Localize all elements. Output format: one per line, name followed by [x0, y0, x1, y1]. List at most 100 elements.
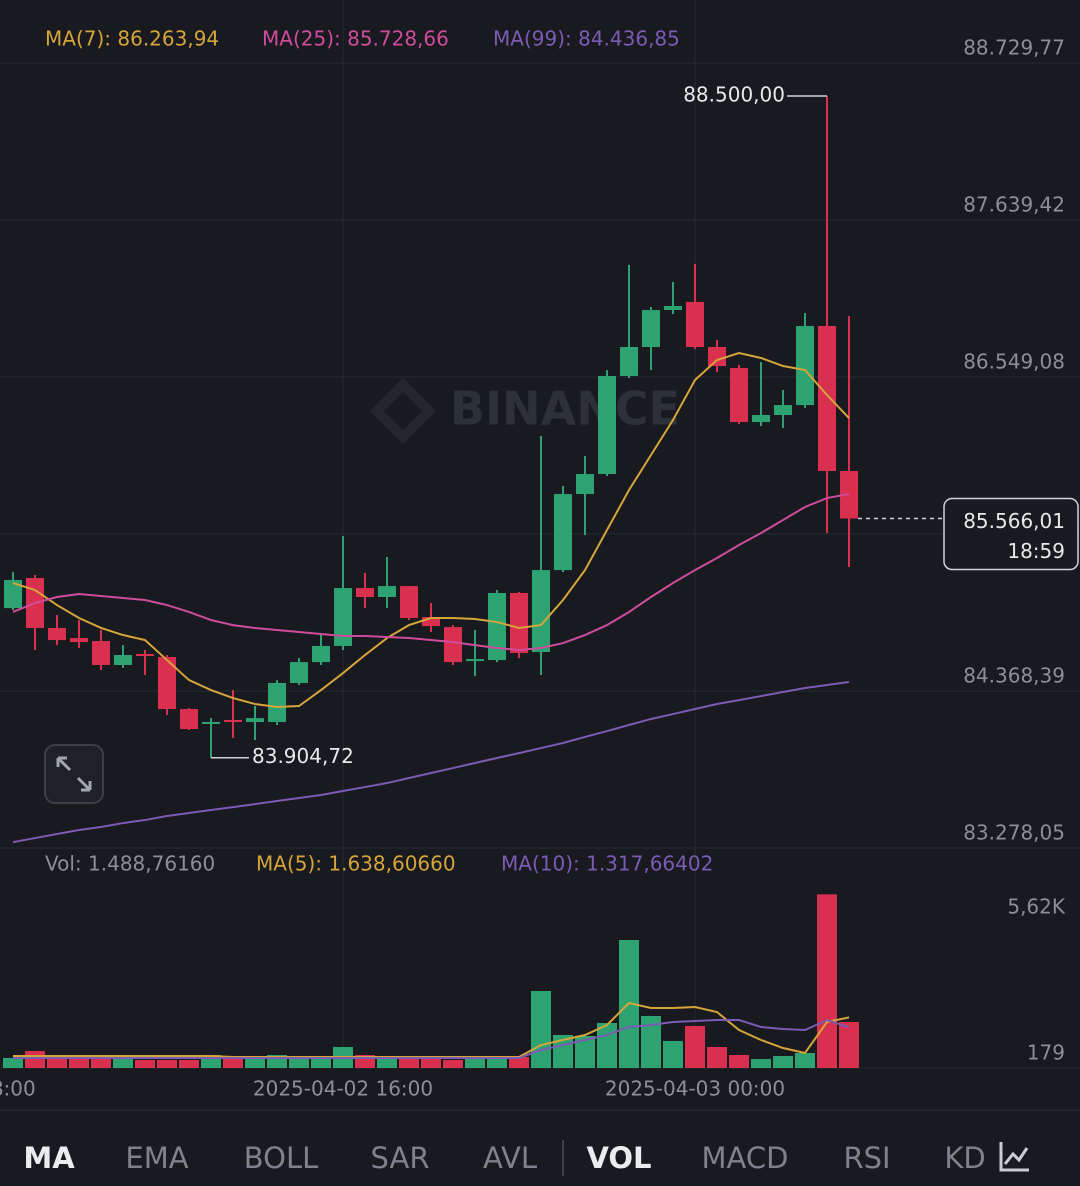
indicator-tab[interactable]: SAR	[371, 1141, 430, 1175]
volume-bar	[707, 1046, 727, 1068]
y-tick-label: 83.278,05	[963, 820, 1065, 844]
candle-body	[4, 580, 22, 609]
volume-bar	[465, 1056, 485, 1068]
candle-body	[466, 659, 484, 662]
legend-entry: MA(5): 1.638,60660	[256, 852, 456, 876]
volume-bar	[399, 1056, 419, 1068]
volume-bar	[3, 1057, 23, 1068]
volume-bar	[47, 1057, 67, 1068]
indicator-tab[interactable]: VOL	[586, 1141, 651, 1175]
candle-body	[818, 326, 836, 472]
x-tick-label: 2025-04-02 16:00	[253, 1077, 433, 1101]
y-tick-label: 88.729,77	[963, 35, 1065, 59]
volume-bar	[157, 1059, 177, 1068]
chart-settings-icon[interactable]	[999, 1142, 1029, 1172]
candle-body	[224, 719, 242, 722]
volume-bar	[795, 1053, 815, 1068]
candle-body	[774, 405, 792, 415]
candle-body	[510, 592, 528, 654]
watermark: BINANCE	[450, 382, 680, 436]
legend-entry: MA(7): 86.263,94	[45, 27, 219, 51]
candle-body	[554, 494, 572, 571]
candle-body	[378, 586, 396, 598]
volume-bar	[685, 1026, 705, 1068]
indicator-tab[interactable]: KD	[944, 1141, 985, 1175]
candle-body	[422, 617, 440, 627]
volume-bar	[641, 1015, 661, 1068]
candle-body	[730, 368, 748, 423]
volume-bar	[91, 1057, 111, 1068]
volume-bar	[443, 1059, 463, 1068]
candle-body	[202, 721, 220, 725]
volume-bar	[377, 1056, 397, 1068]
volume-bar	[179, 1059, 199, 1068]
y-tick-label: 87.639,42	[963, 192, 1065, 216]
volume-bar	[817, 894, 837, 1068]
volume-bar	[773, 1056, 793, 1068]
candle-body	[664, 305, 682, 311]
annotation: 88.500,00	[683, 83, 785, 107]
indicator-tab[interactable]: RSI	[843, 1141, 890, 1175]
volume-bar	[113, 1057, 133, 1068]
legend-entry: MA(99): 84.436,85	[493, 27, 680, 51]
candle-body	[356, 588, 374, 598]
candle-body	[752, 414, 770, 423]
countdown: 18:59	[1007, 539, 1065, 563]
volume-bar	[245, 1057, 265, 1068]
x-tick-label: 2025-04-03 00:00	[605, 1077, 785, 1101]
volume-bar	[69, 1057, 89, 1068]
candle-body	[312, 645, 330, 663]
candle-body	[642, 310, 660, 348]
volume-bar	[421, 1057, 441, 1068]
candle-body	[334, 588, 352, 646]
candle-body	[48, 627, 66, 641]
candle-body	[532, 570, 550, 653]
candle-body	[400, 586, 418, 619]
candle-body	[576, 474, 594, 495]
volume-bar	[289, 1057, 309, 1068]
indicator-tab[interactable]: MACD	[702, 1141, 789, 1175]
watermark-logo	[370, 378, 436, 444]
candle-body	[290, 662, 308, 683]
candle-body	[246, 718, 264, 722]
candle-body	[268, 682, 286, 722]
ma-line	[12, 680, 850, 844]
y-tick-label: 84.368,39	[963, 663, 1065, 687]
candle-body	[444, 627, 462, 663]
candle-body	[620, 347, 638, 376]
volume-bar	[729, 1054, 749, 1068]
last-price: 85.566,01	[963, 509, 1065, 533]
volume-bar	[839, 1021, 859, 1068]
candle-body	[686, 301, 704, 348]
ma-line	[12, 493, 850, 651]
indicator-tab[interactable]: BOLL	[244, 1141, 319, 1175]
candle-body	[158, 657, 176, 710]
candle-body	[598, 375, 616, 475]
legend-entry: MA(10): 1.317,66402	[501, 852, 713, 876]
volume-bar	[487, 1056, 507, 1068]
indicator-tab[interactable]: AVL	[483, 1141, 537, 1175]
candle-body	[488, 592, 506, 661]
indicator-tab[interactable]: EMA	[125, 1141, 188, 1175]
last-price-box	[943, 497, 1079, 571]
candle-body	[92, 641, 110, 665]
volume-bar	[25, 1051, 45, 1068]
volume-bar	[531, 990, 551, 1068]
volume-bar	[751, 1059, 771, 1068]
expand-button[interactable]	[44, 744, 104, 804]
volume-bar	[575, 1035, 595, 1068]
volume-bar	[597, 1023, 617, 1068]
volume-bar	[311, 1057, 331, 1068]
y-tick-label: 86.549,08	[963, 349, 1065, 373]
indicator-tab[interactable]: MA	[23, 1141, 75, 1175]
ma-line	[12, 352, 850, 709]
volume-bar	[223, 1057, 243, 1068]
y-tick-label: 5,62K	[1007, 895, 1066, 919]
volume-ma-line	[13, 1018, 850, 1059]
legend-entry: MA(25): 85.728,66	[262, 27, 449, 51]
candle-body	[70, 638, 88, 643]
candle-body	[136, 654, 154, 657]
candle-body	[708, 347, 726, 367]
